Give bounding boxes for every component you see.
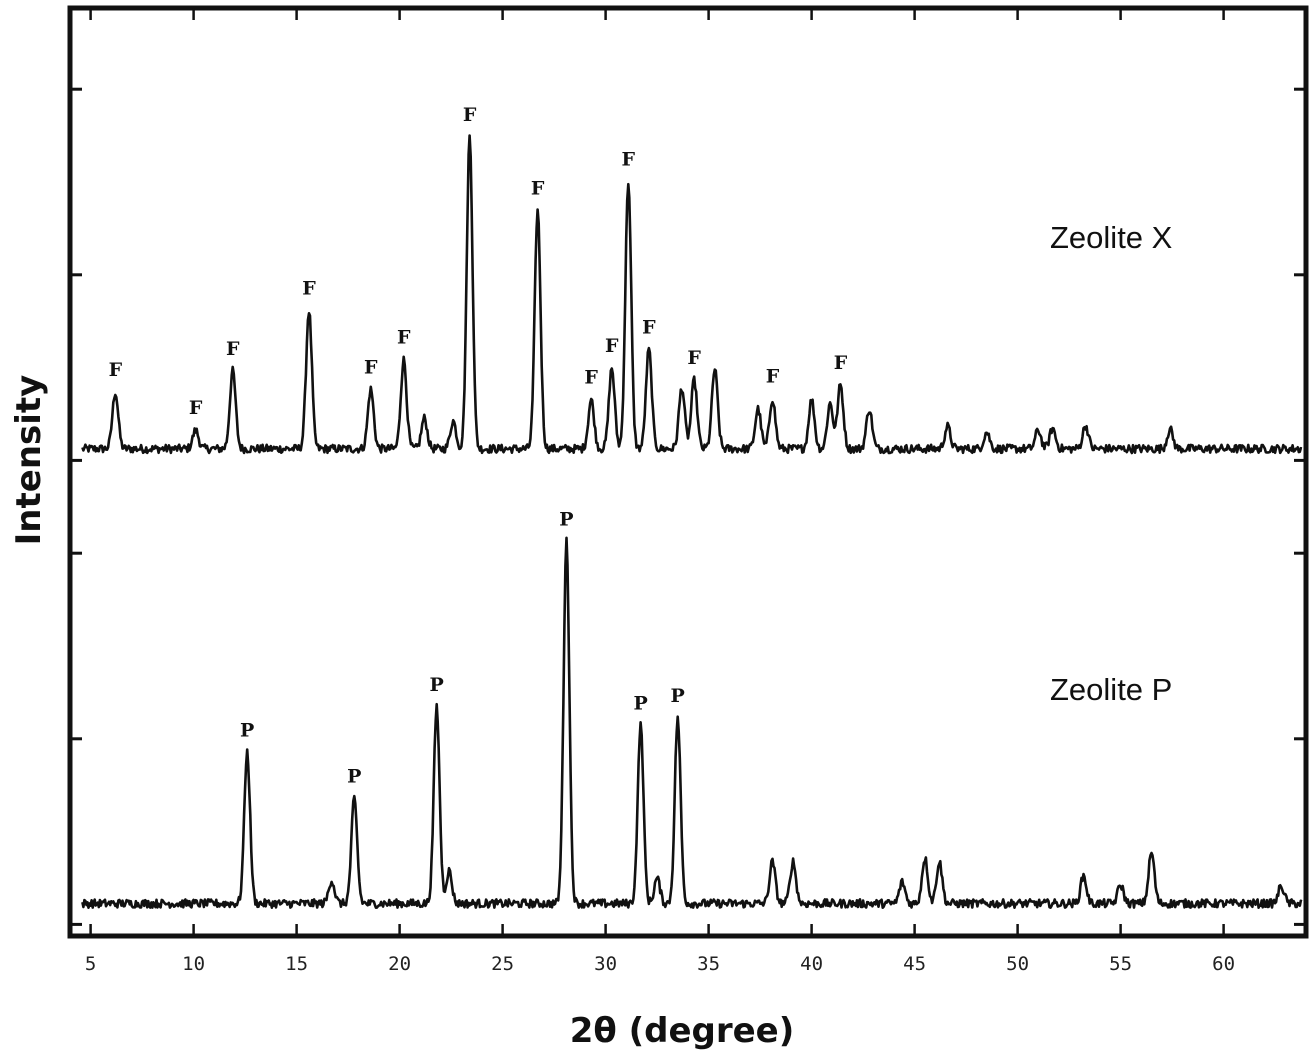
peak-marker-f: F — [622, 149, 636, 171]
peak-marker-f: F — [226, 338, 240, 360]
x-tick-label: 60 — [1212, 953, 1235, 975]
x-tick-label: 30 — [594, 953, 617, 975]
peak-marker-f: F — [463, 104, 477, 126]
plot-frame — [67, 5, 1309, 939]
y-axis-ticks — [70, 87, 1306, 926]
peak-marker-p: P — [671, 685, 685, 707]
y-axis-label: Intensity — [9, 375, 49, 546]
x-axis-ticks: 5 10 15 20 25 30 35 40 45 50 55 60 — [85, 8, 1235, 975]
series-label-zeolite-p: Zeolite P — [1050, 672, 1172, 707]
peak-marker-p: P — [240, 719, 254, 741]
peak-marker-f: F — [531, 177, 545, 199]
series-line-zeolite-x — [81, 134, 1303, 455]
peak-marker-f: F — [302, 278, 316, 300]
peak-marker-f: F — [364, 356, 378, 378]
x-tick-label: 15 — [285, 953, 308, 975]
peak-marker-f: F — [605, 335, 619, 357]
peak-marker-f: F — [766, 366, 780, 388]
peak-marker-p: P — [633, 692, 647, 714]
series-label-zeolite-x: Zeolite X — [1050, 220, 1173, 255]
x-tick-label: 40 — [800, 953, 823, 975]
peak-marker-f: F — [687, 347, 701, 369]
peak-marker-f: F — [584, 367, 598, 389]
x-tick-label: 5 — [85, 953, 96, 975]
x-tick-label: 35 — [697, 953, 720, 975]
series-line-zeolite-p — [81, 536, 1303, 910]
peak-marker-f: F — [189, 397, 203, 419]
peak-marker-p: P — [347, 766, 361, 788]
peak-marker-f: F — [109, 359, 123, 381]
series-traces — [81, 134, 1303, 910]
x-tick-label: 45 — [903, 953, 926, 975]
x-tick-label: 25 — [491, 953, 514, 975]
peak-marker-f: F — [642, 317, 656, 339]
x-tick-label: 50 — [1006, 953, 1029, 975]
peak-marker-f: F — [834, 352, 848, 374]
peak-marker-f: F — [397, 327, 411, 349]
x-tick-label: 55 — [1109, 953, 1132, 975]
x-tick-label: 20 — [388, 953, 411, 975]
x-axis-label: 2θ (degree) — [570, 1011, 795, 1051]
peak-marker-p: P — [559, 509, 573, 531]
x-tick-label: 10 — [182, 953, 205, 975]
peak-marker-p: P — [430, 674, 444, 696]
